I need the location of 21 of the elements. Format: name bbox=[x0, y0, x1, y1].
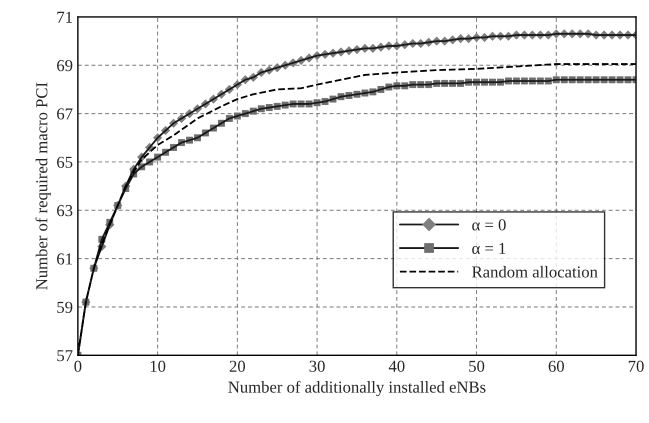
y-axis-title: Number of required macro PCI bbox=[36, 82, 51, 290]
x-tick-label: 60 bbox=[548, 360, 564, 372]
x-axis-title: Number of additionally installed eNBs bbox=[228, 380, 486, 396]
x-tick-label: 10 bbox=[150, 360, 166, 372]
x-tick-label: 0 bbox=[74, 360, 82, 372]
x-tick-label: 20 bbox=[230, 360, 246, 372]
x-tick-label: 30 bbox=[310, 360, 325, 372]
legend-label: α = 0 bbox=[472, 219, 506, 230]
x-tick-label: 70 bbox=[628, 360, 644, 372]
y-tick-label: 61 bbox=[57, 253, 72, 265]
y-tick-label: 67 bbox=[57, 108, 73, 120]
y-tick-label: 69 bbox=[57, 60, 72, 72]
y-tick-label: 65 bbox=[57, 156, 72, 168]
x-tick-label: 50 bbox=[469, 360, 484, 372]
y-tick-label: 63 bbox=[57, 205, 72, 216]
y-tick-label: 59 bbox=[57, 302, 72, 313]
y-tick-label: 71 bbox=[57, 12, 72, 23]
x-tick-label: 40 bbox=[388, 360, 405, 372]
y-tick-label: 57 bbox=[57, 350, 73, 362]
legend-label: α = 1 bbox=[472, 242, 506, 254]
legend-label: Random allocation bbox=[472, 266, 598, 278]
